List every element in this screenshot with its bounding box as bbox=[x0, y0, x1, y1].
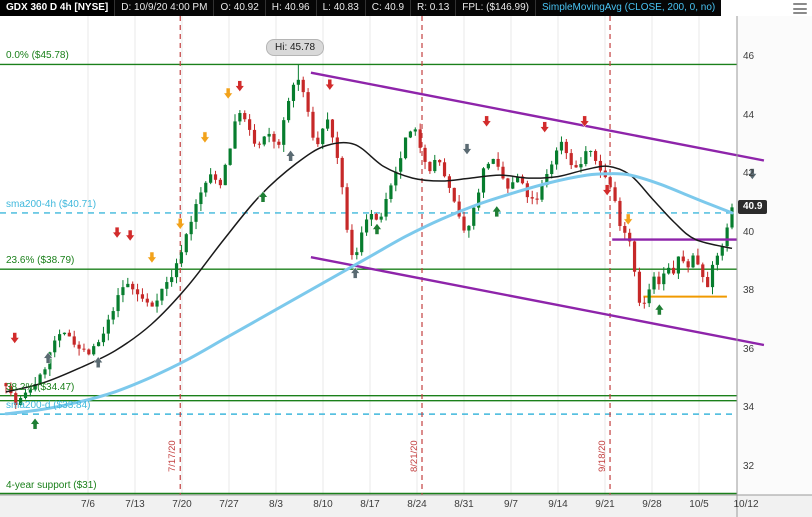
menu-bar-icon bbox=[793, 7, 807, 10]
quote-field-1: O: 40.92 bbox=[214, 0, 266, 16]
signal-arrows bbox=[9, 78, 758, 430]
quote-field-2: H: 40.96 bbox=[265, 0, 317, 16]
quote-field-0: D: 10/9/20 4:00 PM bbox=[115, 0, 215, 16]
candles-layer bbox=[4, 64, 734, 409]
ohlc-readout: D: 10/9/20 4:00 PM O: 40.92 H: 40.96 L: 40.… bbox=[115, 0, 536, 16]
chart-scroll-menu-icon[interactable] bbox=[793, 3, 807, 14]
moving-averages bbox=[4, 141, 734, 416]
menu-bar-icon bbox=[793, 3, 807, 5]
study-label[interactable]: SimpleMovingAvg (CLOSE, 200, 0, no) bbox=[535, 0, 722, 16]
quote-field-3: L: 40.83 bbox=[316, 0, 366, 16]
quote-field-4: C: 40.9 bbox=[365, 0, 412, 16]
quote-field-6: FPL: ($146.99) bbox=[456, 0, 536, 16]
symbol-title[interactable]: GDX 360 D 4h [NYSE] bbox=[0, 0, 116, 16]
plot-area bbox=[0, 16, 737, 495]
menu-bar-icon bbox=[793, 12, 807, 14]
trendline-upper bbox=[310, 71, 765, 162]
chart-header: GDX 360 D 4h [NYSE] D: 10/9/20 4:00 PM O:… bbox=[0, 0, 722, 16]
trendline-lower bbox=[310, 255, 765, 347]
quote-field-5: R: 0.13 bbox=[411, 0, 457, 16]
